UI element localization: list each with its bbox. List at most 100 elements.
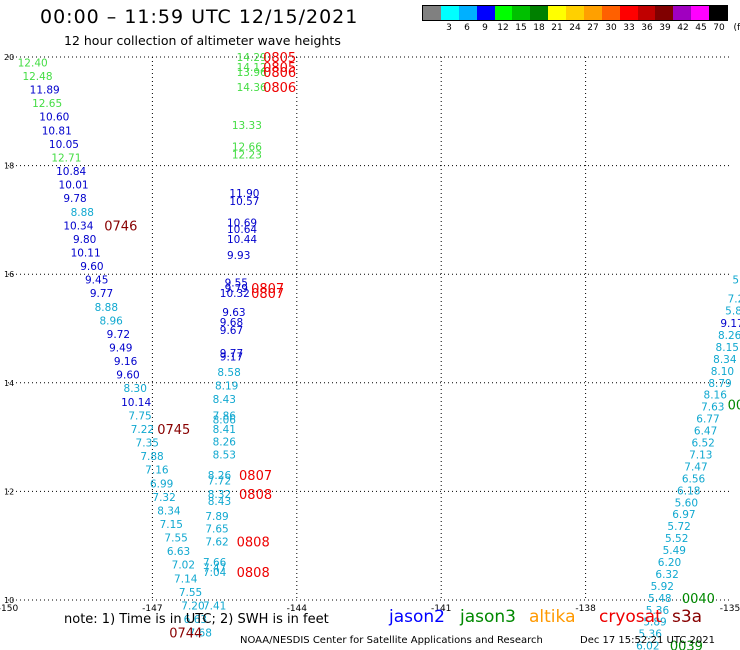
lon-tick-label: -141 bbox=[431, 604, 451, 614]
swh-value-label: 8.88 bbox=[71, 207, 94, 219]
swh-value-label: 6.18 bbox=[677, 485, 700, 497]
swh-value-label: 9.67 bbox=[220, 325, 243, 337]
legend-label: 42 bbox=[677, 23, 689, 33]
swh-value-label: 8.53 bbox=[213, 449, 236, 461]
legend-label: 6 bbox=[464, 23, 470, 33]
credit-line: NOAA/NESDIS Center for Satellite Applica… bbox=[240, 635, 543, 646]
swh-value-label: 9.79 bbox=[225, 283, 248, 295]
pass-time-label: 0806 bbox=[263, 81, 296, 96]
swh-value-label: 8.41 bbox=[213, 424, 236, 436]
swh-value-label: 6.63 bbox=[184, 614, 207, 626]
legend-label: 12 bbox=[497, 23, 509, 33]
swh-value-label: 10.69 bbox=[227, 218, 257, 230]
swh-value-label: 10.81 bbox=[42, 125, 72, 137]
lat-tick-label: 14 bbox=[4, 379, 14, 388]
pass-time-label: 0808 bbox=[239, 488, 272, 503]
swh-value-label: 12.71 bbox=[51, 152, 81, 164]
pass-time-label: 0805 bbox=[263, 51, 296, 66]
satellite-cryosat: cryosat bbox=[599, 607, 662, 627]
swh-value-label: 7.55 bbox=[164, 533, 187, 545]
swh-value-label: 8.16 bbox=[704, 390, 728, 402]
legend-swatch bbox=[619, 6, 638, 20]
swh-value-label: 7.02 bbox=[172, 560, 195, 572]
swh-value-label: 5.60 bbox=[675, 497, 698, 509]
swh-value-label: 13.33 bbox=[232, 120, 262, 132]
swh-value-label: 8.43 bbox=[208, 496, 231, 508]
swh-value-label: 7.66 bbox=[203, 557, 227, 569]
swh-value-label: 7.20 bbox=[181, 600, 204, 612]
pass-time-label: 0744 bbox=[169, 627, 202, 642]
swh-value-label: 9.78 bbox=[63, 193, 86, 205]
lat-tick-label: 12 bbox=[4, 487, 14, 496]
swh-value-label: 8.19 bbox=[215, 381, 238, 393]
swh-value-label: 8.88 bbox=[95, 302, 118, 314]
swh-value-label: 9.72 bbox=[107, 329, 130, 341]
swh-value-label: 13.96 bbox=[237, 67, 267, 79]
swh-value-label: 10.60 bbox=[39, 112, 69, 124]
legend-swatch bbox=[548, 6, 566, 20]
legend-label: 30 bbox=[605, 23, 617, 33]
legend-label: 9 bbox=[482, 23, 488, 33]
lat-tick-label: 16 bbox=[4, 270, 14, 279]
swh-value-label: 7.63 bbox=[701, 402, 724, 414]
swh-value-label: 9.49 bbox=[109, 343, 132, 355]
legend-swatch bbox=[530, 6, 549, 20]
swh-value-label: 7.62 bbox=[205, 536, 228, 548]
swh-value-label: 7.88 bbox=[140, 451, 163, 463]
legend-swatch bbox=[709, 6, 727, 20]
swh-value-label: 10.64 bbox=[227, 224, 257, 236]
swh-value-label: 6.32 bbox=[655, 569, 678, 581]
swh-value-label: 5.36 bbox=[639, 629, 663, 641]
swh-value-label: 10.57 bbox=[229, 196, 259, 208]
swh-value-label: 9.77 bbox=[90, 288, 113, 300]
lat-tick-label: 10 bbox=[4, 596, 14, 605]
swh-value-label: 8.79 bbox=[708, 378, 731, 390]
swh-value-label: 10.44 bbox=[227, 234, 257, 246]
swh-value-label: 7.65 bbox=[205, 523, 228, 535]
legend-label: 18 bbox=[533, 23, 545, 33]
pass-time-label: 0039 bbox=[670, 640, 703, 650]
legend-label: 39 bbox=[659, 23, 671, 33]
legend-swatch bbox=[673, 6, 692, 20]
swh-value-label: 7.24 bbox=[728, 294, 740, 306]
legend-label: 27 bbox=[587, 23, 599, 33]
swh-value-label: 5.49 bbox=[663, 545, 686, 557]
legend-label: 21 bbox=[551, 23, 563, 33]
swh-value-label: 12.65 bbox=[32, 98, 62, 110]
lat-tick-label: 20 bbox=[4, 53, 14, 62]
swh-value-label: 9.80 bbox=[73, 234, 96, 246]
swh-value-label: 8.30 bbox=[124, 383, 147, 395]
swh-value-label: 9.68 bbox=[220, 317, 243, 329]
swh-value-label: 10.32 bbox=[220, 288, 250, 300]
pass-time-label: 0807 bbox=[239, 469, 272, 484]
pass-time-label: 0807 bbox=[251, 287, 284, 302]
swh-value-label: 8.26 bbox=[208, 470, 232, 482]
swh-value-label: 7.47 bbox=[203, 562, 226, 574]
swh-value-label: 8.34 bbox=[713, 354, 737, 366]
pass-time-label: 0807 bbox=[251, 282, 284, 297]
swh-value-label: 7.14 bbox=[174, 573, 198, 585]
legend-swatch bbox=[637, 6, 656, 20]
pass-time-label: 0746 bbox=[104, 219, 137, 234]
swh-value-label: 14.12 bbox=[237, 62, 267, 74]
swh-value-label: 6.77 bbox=[696, 414, 719, 426]
pass-time-label: 0808 bbox=[237, 566, 270, 581]
swh-value-label: 9.77 bbox=[220, 348, 243, 360]
legend-label: 45 bbox=[695, 23, 707, 33]
legend-swatch bbox=[655, 6, 674, 20]
swh-value-label: 7.16 bbox=[145, 465, 169, 477]
pass-time-label: 0745 bbox=[157, 423, 190, 438]
swh-value-label: 9.93 bbox=[227, 250, 250, 262]
satellite-s3a: s3a bbox=[672, 607, 703, 627]
lon-tick-label: -135 bbox=[720, 604, 740, 614]
swh-value-label: 7.68 bbox=[189, 628, 212, 640]
legend-unit: (ft) bbox=[733, 23, 740, 33]
swh-value-label: 8.58 bbox=[217, 367, 240, 379]
swh-value-label: 7.35 bbox=[136, 438, 159, 450]
swh-value-label: 8.26 bbox=[718, 330, 740, 342]
page-subtitle: 12 hour collection of altimeter wave hei… bbox=[64, 33, 341, 48]
swh-value-label: 10.11 bbox=[71, 247, 101, 259]
